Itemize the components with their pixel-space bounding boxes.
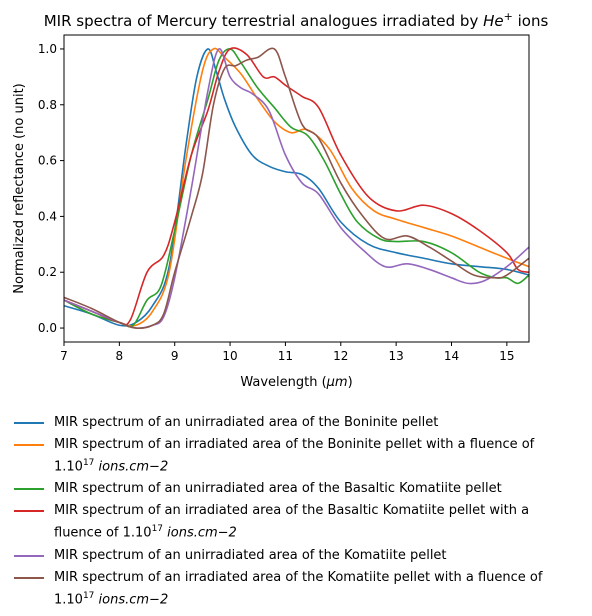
legend-label: MIR spectrum of an unirradiated area of … bbox=[54, 415, 439, 430]
axes-frame bbox=[63, 34, 530, 343]
y-axis-label: Normalized reflectance (no unit) bbox=[12, 83, 27, 293]
legend-label: MIR spectrum of an irradiated area of th… bbox=[54, 503, 530, 541]
x-tick-label: 14 bbox=[444, 349, 459, 363]
series-line-3 bbox=[64, 48, 529, 328]
legend-label: MIR spectrum of an unirradiated area of … bbox=[54, 547, 447, 563]
legend-swatch bbox=[14, 576, 44, 579]
legend-label: MIR spectrum of an irradiated area of th… bbox=[54, 569, 543, 607]
x-tick-label: 13 bbox=[389, 349, 404, 363]
x-tick-label: 11 bbox=[278, 349, 293, 363]
x-tick-label: 8 bbox=[116, 349, 124, 363]
y-tick-label: 1.0 bbox=[38, 42, 57, 56]
chart-title: MIR spectra of Mercury terrestrial analo… bbox=[44, 10, 549, 30]
legend-swatch bbox=[14, 422, 44, 424]
legend-item-4: MIR spectrum of an irradiated area of th… bbox=[14, 502, 584, 542]
y-tick-label: 0.4 bbox=[38, 209, 57, 223]
series-line-4 bbox=[64, 47, 529, 326]
y-tick-label: 0.2 bbox=[38, 265, 57, 279]
legend-swatch bbox=[14, 554, 44, 557]
series-line-1 bbox=[64, 48, 529, 327]
series-line-5 bbox=[64, 48, 529, 329]
legend-swatch bbox=[14, 488, 44, 491]
x-tick-label: 12 bbox=[333, 349, 348, 363]
legend-label: MIR spectrum of an irradiated area of th… bbox=[54, 437, 535, 475]
x-tick-label: 15 bbox=[499, 349, 514, 363]
legend-item-5: MIR spectrum of an unirradiated area of … bbox=[14, 547, 584, 565]
x-axis-label: Wavelength (μm) bbox=[240, 375, 352, 390]
chart: MIR spectra of Mercury terrestrial analo… bbox=[12, 10, 549, 390]
x-tick-label: 7 bbox=[60, 349, 68, 363]
legend-swatch bbox=[14, 444, 44, 446]
y-tick-label: 0.8 bbox=[38, 98, 57, 112]
legend-item-2: MIR spectrum of an irradiated area of th… bbox=[14, 436, 584, 476]
plot-area bbox=[64, 47, 529, 329]
series-line-2 bbox=[64, 47, 529, 327]
x-tick-label: 9 bbox=[171, 349, 179, 363]
legend-item-3: MIR spectrum of an unirradiated area of … bbox=[14, 480, 584, 498]
legend-item-6: MIR spectrum of an irradiated area of th… bbox=[14, 569, 584, 609]
legend-label: MIR spectrum of an unirradiated area of … bbox=[54, 481, 502, 497]
legend-swatch bbox=[14, 510, 44, 513]
x-tick-label: 10 bbox=[222, 349, 237, 363]
series-line-6 bbox=[64, 47, 529, 329]
y-tick-label: 0.6 bbox=[38, 154, 57, 168]
y-tick-label: 0.0 bbox=[38, 321, 57, 335]
legend-item-1: MIR spectrum of an unirradiated area of … bbox=[14, 414, 584, 432]
legend: MIR spectrum of an unirradiated area of … bbox=[14, 414, 584, 613]
